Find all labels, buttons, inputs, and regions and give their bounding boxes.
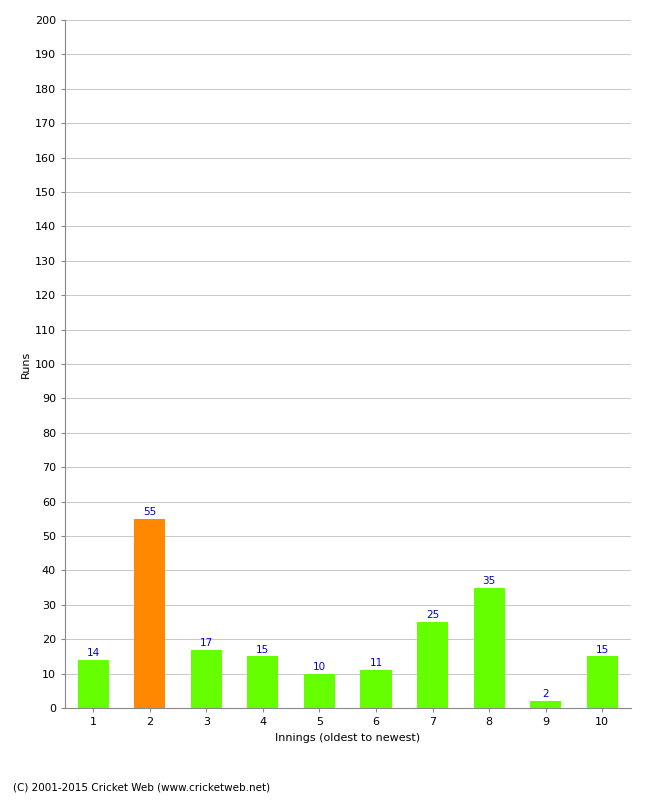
Text: 10: 10 xyxy=(313,662,326,672)
Bar xyxy=(530,701,561,708)
Text: 15: 15 xyxy=(595,645,609,654)
Text: 11: 11 xyxy=(369,658,383,669)
Bar xyxy=(417,622,448,708)
Text: (C) 2001-2015 Cricket Web (www.cricketweb.net): (C) 2001-2015 Cricket Web (www.cricketwe… xyxy=(13,782,270,792)
Bar xyxy=(304,674,335,708)
Bar xyxy=(248,656,278,708)
Text: 25: 25 xyxy=(426,610,439,620)
Text: 15: 15 xyxy=(256,645,270,654)
Text: 35: 35 xyxy=(482,576,496,586)
Text: 14: 14 xyxy=(86,648,100,658)
Bar xyxy=(78,660,109,708)
Bar xyxy=(191,650,222,708)
Text: 55: 55 xyxy=(143,507,157,517)
Bar xyxy=(361,670,391,708)
Y-axis label: Runs: Runs xyxy=(21,350,31,378)
Text: 2: 2 xyxy=(542,690,549,699)
Text: 17: 17 xyxy=(200,638,213,648)
X-axis label: Innings (oldest to newest): Innings (oldest to newest) xyxy=(275,733,421,742)
Bar xyxy=(587,656,618,708)
Bar xyxy=(474,587,504,708)
Bar xyxy=(135,519,165,708)
